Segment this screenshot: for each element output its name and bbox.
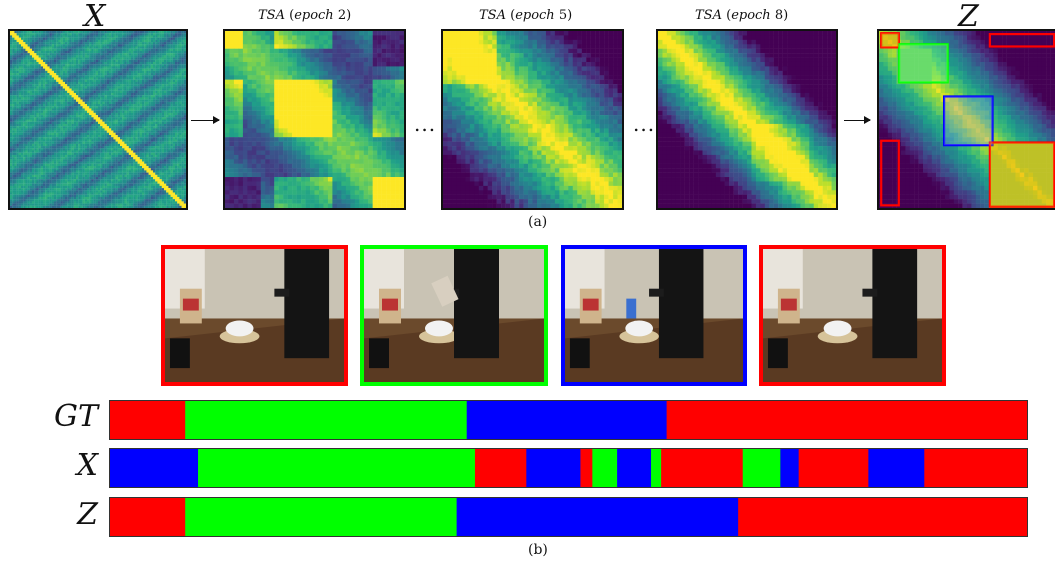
gt-segmentation-bar (109, 400, 1028, 440)
ellipsis-dots: ... (414, 112, 437, 136)
ellipsis-dots: ... (633, 112, 656, 136)
segment-blue (617, 449, 652, 487)
segment-red (738, 498, 1027, 536)
tsa-epoch5-title: TSA (epoch 5) (479, 8, 573, 23)
segment-blue (868, 449, 925, 487)
segment-blue (456, 498, 739, 536)
segment-green (592, 449, 618, 487)
segment-red (110, 498, 186, 536)
segment-red (110, 401, 186, 439)
tsa-epoch2-matrix (223, 29, 406, 210)
z-region-box (988, 32, 1055, 48)
segment-blue (780, 449, 800, 487)
row-label-z: Z (77, 497, 98, 532)
segment-blue (110, 449, 199, 487)
caption-b: (b) (528, 542, 548, 558)
video-frame-3 (561, 245, 747, 386)
video-frame-2 (360, 245, 548, 386)
segment-red (798, 449, 869, 487)
segment-green (198, 449, 476, 487)
z-similarity-matrix (877, 29, 1055, 210)
segment-green (185, 401, 468, 439)
row-label-gt: GT (54, 399, 98, 434)
segment-blue (526, 449, 581, 487)
segment-green (742, 449, 781, 487)
z-region-box (898, 43, 949, 84)
z-region-box (988, 141, 1055, 208)
x-matrix-title: X (84, 0, 106, 34)
segment-red (666, 401, 1027, 439)
segment-red (924, 449, 1027, 487)
segment-red (661, 449, 744, 487)
z-region-box (880, 32, 900, 49)
segment-green (651, 449, 662, 487)
row-label-x: X (76, 448, 98, 483)
tsa-epoch5-matrix (441, 29, 624, 210)
caption-a: (a) (528, 214, 548, 230)
segment-red (474, 449, 527, 487)
x-segmentation-bar (109, 448, 1028, 488)
segment-blue (466, 401, 668, 439)
video-frame-4 (759, 245, 946, 386)
tsa-epoch8-title: TSA (epoch 8) (695, 8, 789, 23)
arrow-icon (844, 116, 871, 124)
z-region-box (943, 95, 994, 147)
arrow-icon (191, 116, 220, 124)
z-segmentation-bar (109, 497, 1028, 537)
tsa-epoch2-title: TSA (epoch 2) (258, 8, 352, 23)
z-region-box (880, 139, 900, 207)
video-frame-1 (161, 245, 348, 386)
x-similarity-matrix (8, 29, 188, 210)
segment-green (185, 498, 458, 536)
z-matrix-title: Z (958, 0, 979, 34)
tsa-epoch8-matrix (656, 29, 838, 210)
segment-red (580, 449, 593, 487)
